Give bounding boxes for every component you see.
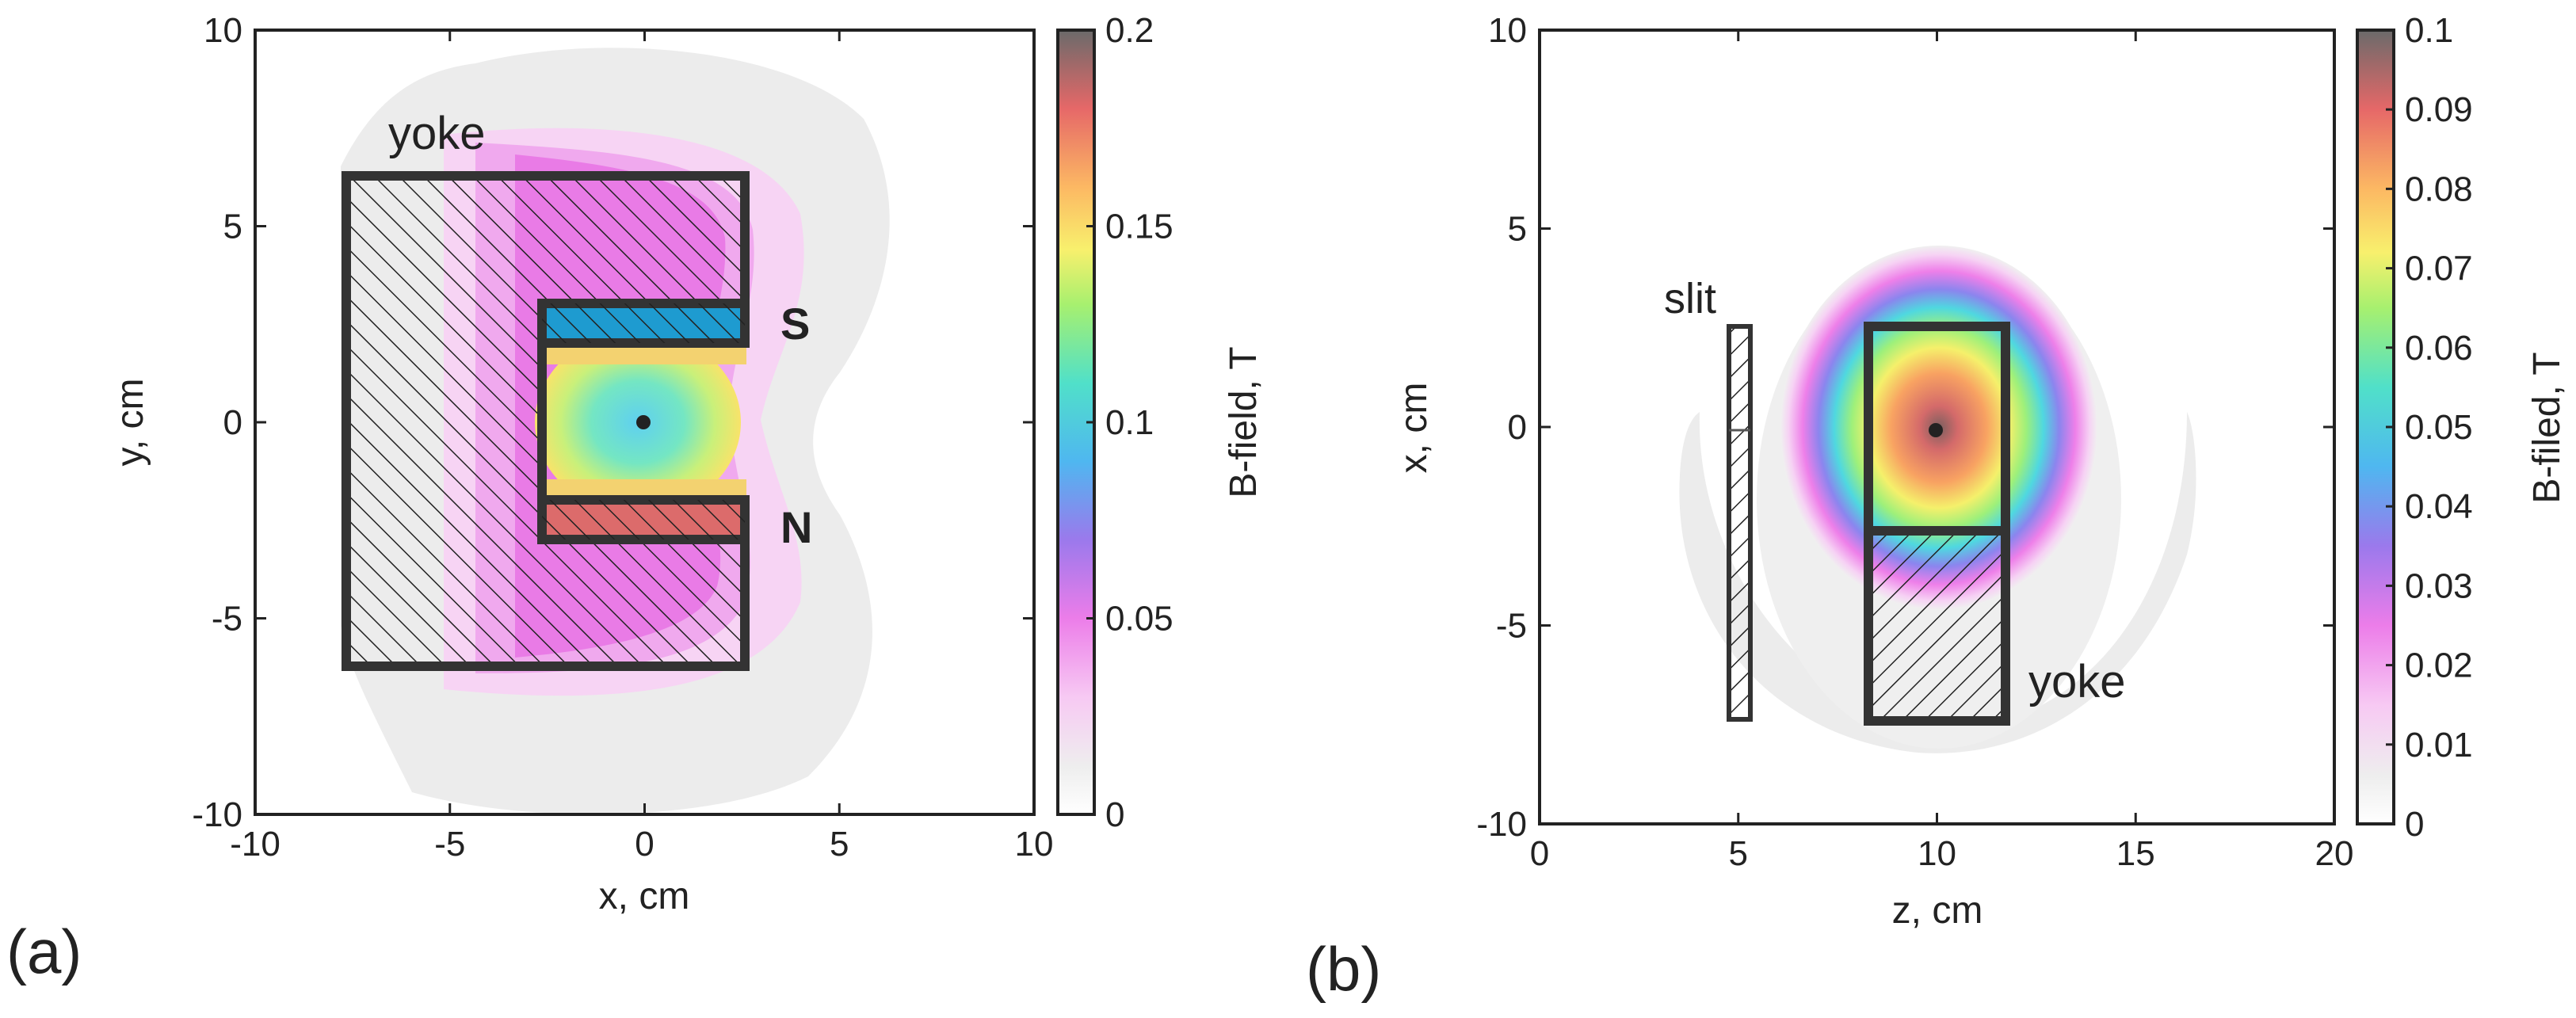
colorbar-tick-label: 0.2 [1105, 11, 1154, 50]
colorbar-tick-label: 0.15 [1105, 208, 1174, 246]
y-tick-labels-b: -10 -5 0 5 10 [1476, 11, 1527, 844]
colorbar-tick-label: 0.07 [2405, 250, 2473, 288]
x-tick-label: -5 [434, 825, 465, 864]
x-tick-label: 5 [830, 825, 849, 864]
pole-s-hatch [542, 303, 745, 343]
label-n: N [780, 502, 812, 552]
y-tick-labels-a: -10 -5 0 5 10 [192, 11, 242, 834]
colorbar-tick-label: 0.1 [2405, 11, 2453, 50]
center-point-b [1929, 423, 1943, 437]
x-tick-label: 20 [2315, 834, 2354, 873]
panel-label-b: (b) [1306, 934, 1381, 1004]
axis-ticks-a [254, 29, 1036, 816]
colorbar-tick-label: 0.09 [2405, 90, 2473, 129]
x-axis-label-b: z, cm [1892, 890, 1983, 932]
y-tick-label: -10 [1476, 805, 1527, 844]
label-s: S [780, 299, 810, 349]
axis-ticks-b [1538, 29, 2336, 825]
y-axis-label-b: x, cm [1393, 383, 1435, 474]
y-axis-label-a: y, cm [109, 378, 151, 466]
y-tick-label: 0 [1508, 408, 1527, 447]
x-axis-label-a: x, cm [599, 875, 690, 917]
x-tick-labels-a: -10 -5 0 5 10 [230, 825, 1053, 864]
y-tick-label: 5 [223, 208, 242, 246]
panel-a-chart: yoke S N -10 -5 0 5 10 -10 -5 0 5 10 x, cm y, cm… [6, 11, 1265, 986]
x-tick-label: 15 [2116, 834, 2155, 873]
colorbar-ticks-b: 0 0.01 0.02 0.03 0.04 0.05 0.06 0.07 0.08 0.09 0.1 [2386, 11, 2473, 844]
label-yoke-a: yoke [388, 108, 486, 159]
colorbar-tick-label: 0.04 [2405, 487, 2473, 526]
x-tick-label: 10 [1015, 825, 1054, 864]
pole-n-hatch [542, 500, 745, 540]
center-point-a [636, 415, 651, 429]
colorbar-tick-label: 0 [2405, 805, 2424, 844]
colorbar-tick-label: 0.1 [1105, 403, 1154, 442]
colorbar-tick-label: 0.05 [2405, 408, 2473, 447]
x-tick-labels-b: 0 5 10 15 20 [1530, 834, 2354, 873]
y-tick-label: -5 [1496, 607, 1527, 646]
y-tick-label: 5 [1508, 210, 1527, 249]
colorbar-tick-label: 0.02 [2405, 646, 2473, 685]
colorbar-tick-label: 0.05 [1105, 600, 1174, 639]
yoke-b [1864, 526, 2010, 726]
colorbar-label-a: B-field, T [1223, 346, 1265, 498]
colorbar-label-b: B-filed, T [2526, 352, 2568, 503]
colorbar-tick-label: 0 [1105, 795, 1124, 834]
y-tick-label: 10 [1488, 11, 1527, 50]
y-tick-label: 10 [204, 11, 242, 50]
slit [1727, 324, 1753, 722]
label-yoke-b: yoke [2028, 656, 2126, 707]
y-tick-label: 0 [223, 403, 242, 442]
x-tick-label: 0 [1530, 834, 1549, 873]
label-slit: slit [1664, 275, 1716, 322]
y-tick-label: -5 [212, 600, 242, 639]
y-tick-label: -10 [192, 795, 242, 834]
colorbar-ticks-a: 0 0.05 0.1 0.15 0.2 [1086, 11, 1174, 834]
x-tick-label: 10 [1918, 834, 1956, 873]
x-tick-label: 0 [635, 825, 654, 864]
colorbar-tick-label: 0.03 [2405, 566, 2473, 605]
colorbar-tick-label: 0.08 [2405, 170, 2473, 208]
x-tick-label: -10 [230, 825, 280, 864]
panel-b-chart: slit yoke 0 5 10 15 20 -10 -5 0 5 10 z, cm x, cm… [1306, 11, 2568, 1004]
x-tick-label: 5 [1729, 834, 1748, 873]
colorbar-tick-label: 0.06 [2405, 329, 2473, 368]
panel-label-a: (a) [6, 917, 82, 986]
colorbar-tick-label: 0.01 [2405, 726, 2473, 764]
